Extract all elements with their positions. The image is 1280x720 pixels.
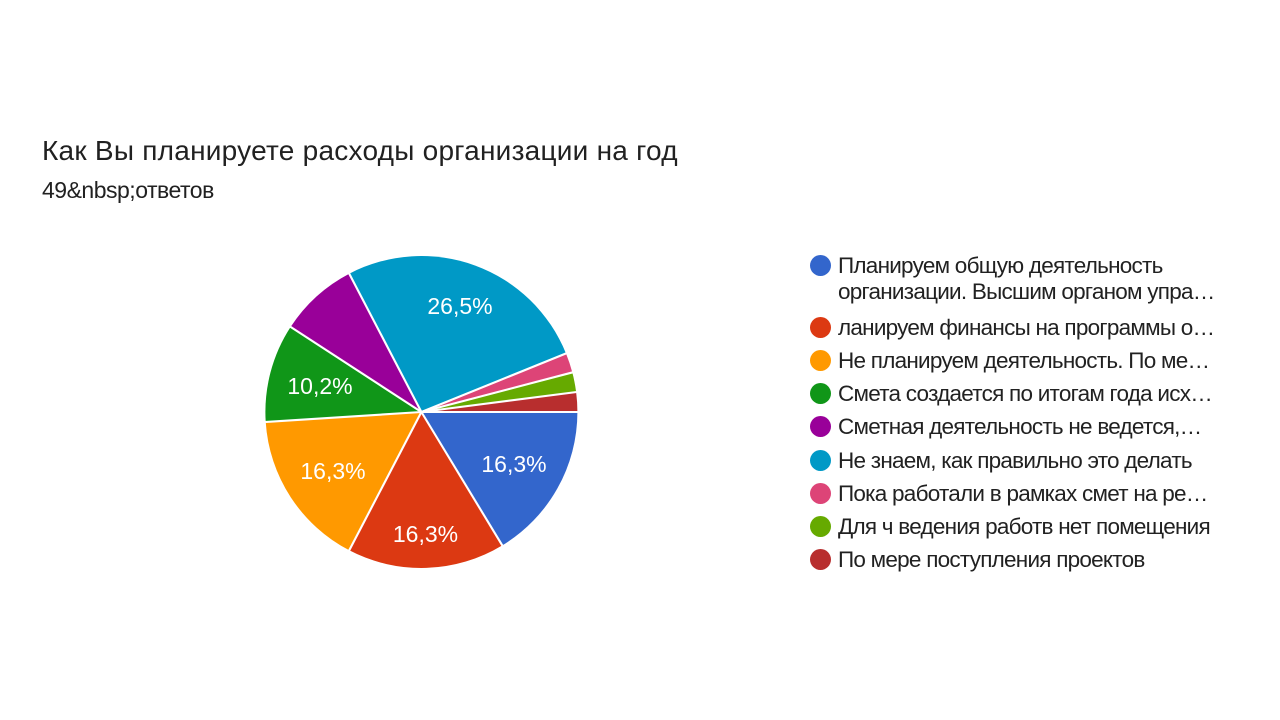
svg-text:16,3%: 16,3%	[481, 451, 546, 477]
svg-text:10,2%: 10,2%	[287, 373, 352, 399]
svg-text:16,3%: 16,3%	[300, 458, 365, 484]
svg-text:26,5%: 26,5%	[427, 293, 492, 319]
svg-text:16,3%: 16,3%	[393, 521, 458, 547]
